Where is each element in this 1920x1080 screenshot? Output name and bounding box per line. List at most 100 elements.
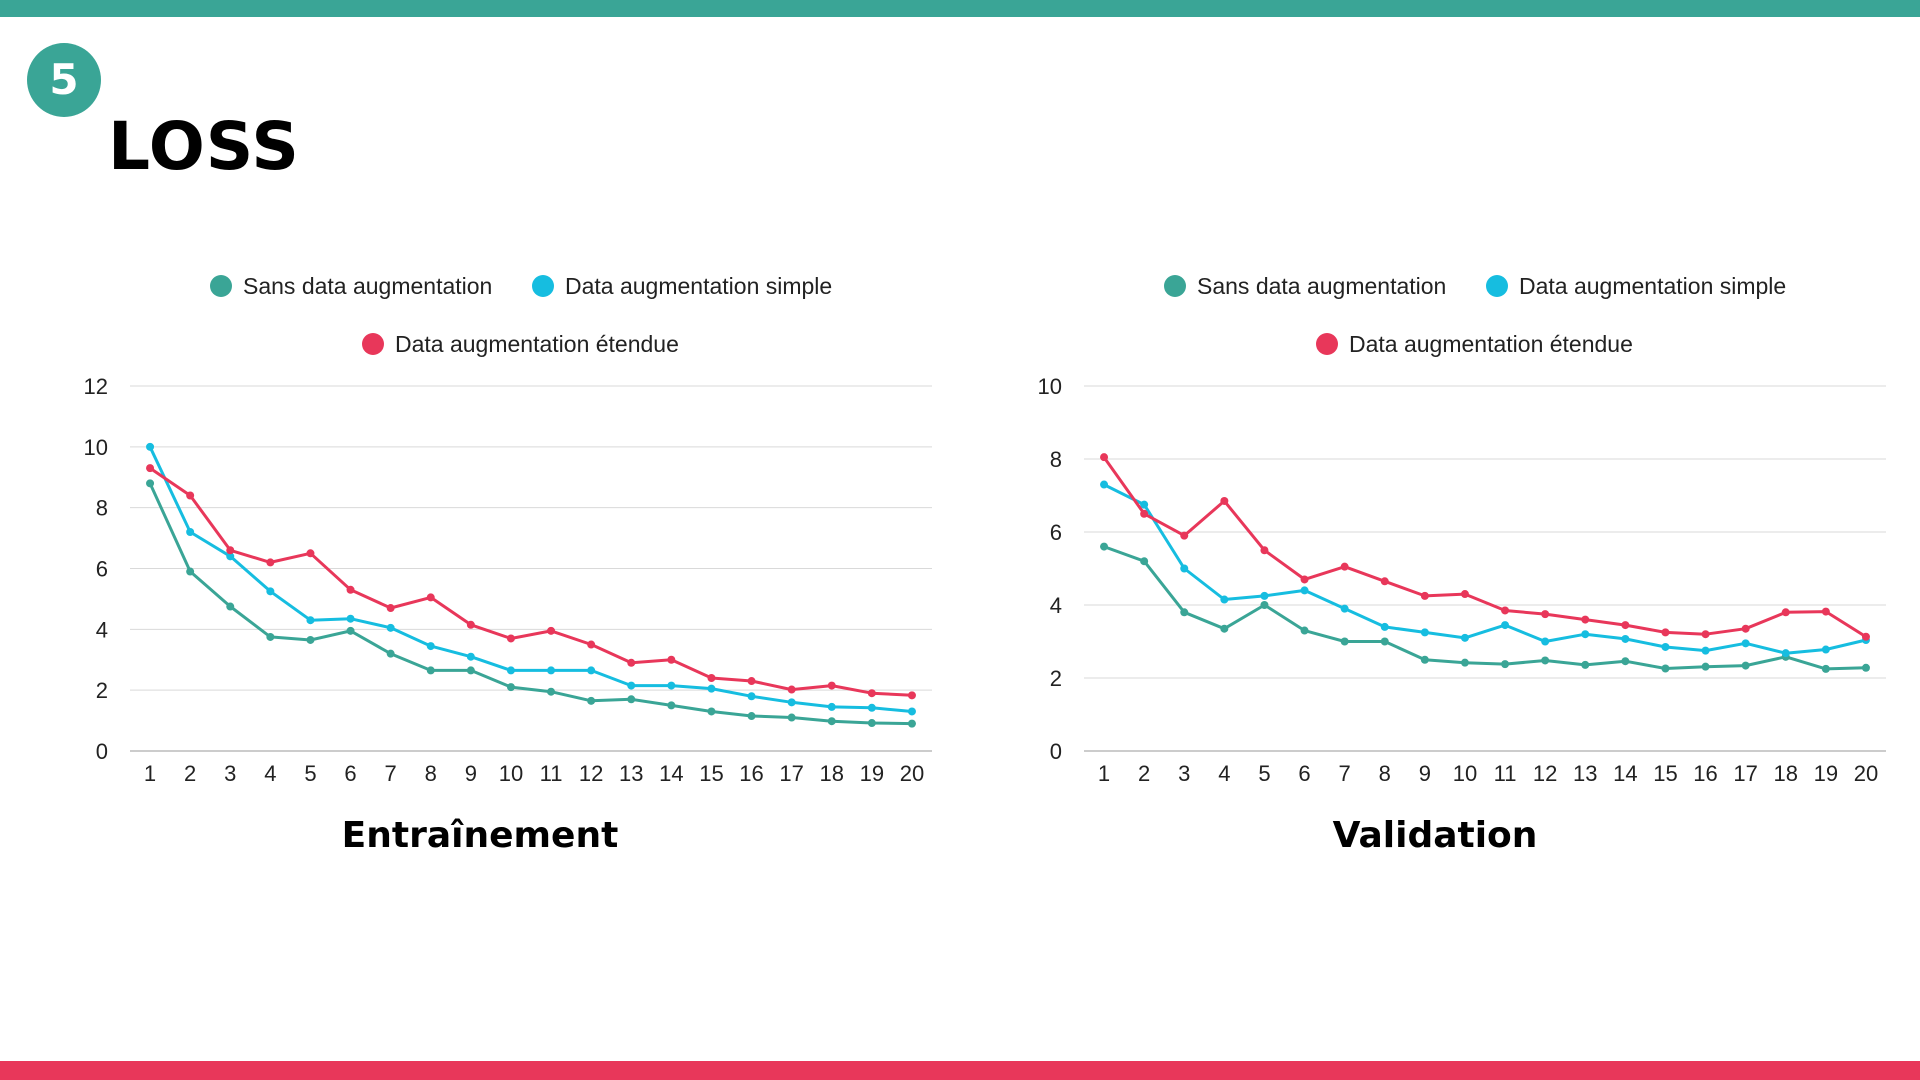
legend-marker [1164, 275, 1186, 297]
data-point [587, 696, 596, 705]
legend-label: Data augmentation étendue [395, 331, 679, 357]
data-point [1260, 546, 1269, 555]
data-point [426, 666, 435, 675]
x-tick-label: 3 [224, 761, 236, 786]
data-point [1581, 630, 1590, 639]
x-tick-label: 4 [264, 761, 276, 786]
data-point [827, 702, 836, 711]
data-point [1581, 615, 1590, 624]
data-point [266, 587, 275, 596]
x-tick-label: 9 [465, 761, 477, 786]
x-tick-label: 2 [1138, 761, 1150, 786]
x-tick-label: 10 [499, 761, 523, 786]
data-point [1140, 509, 1149, 518]
validation-loss-chart-svg: Sans data augmentation Data augmentation … [1038, 273, 1886, 786]
data-point [627, 681, 636, 690]
data-point [466, 620, 475, 629]
data-point [1661, 664, 1670, 673]
data-point [466, 652, 475, 661]
validation-loss-chart: Sans data augmentation Data augmentation … [1014, 250, 1914, 870]
x-tick-label: 5 [304, 761, 316, 786]
data-point [1741, 661, 1750, 670]
legend-marker [362, 333, 384, 355]
series-line [148, 446, 913, 713]
data-point [186, 567, 195, 576]
data-point [747, 677, 756, 686]
data-point [506, 683, 515, 692]
data-point [1260, 591, 1269, 600]
data-point [867, 689, 876, 698]
series-line [1102, 456, 1867, 639]
training-loss-chart-svg: Sans data augmentation Data augmentation … [84, 273, 932, 786]
data-point [1100, 480, 1109, 489]
data-point [1380, 637, 1389, 646]
legend-marker [1486, 275, 1508, 297]
data-point [827, 681, 836, 690]
x-tick-label: 10 [1453, 761, 1477, 786]
x-tick-label: 6 [344, 761, 356, 786]
x-tick-label: 8 [425, 761, 437, 786]
x-tick-label: 7 [385, 761, 397, 786]
data-point [1781, 608, 1790, 617]
data-point [1541, 637, 1550, 646]
data-point [827, 717, 836, 726]
data-point [186, 491, 195, 500]
data-point [226, 546, 235, 555]
x-tick-label: 1 [1098, 761, 1110, 786]
data-point [547, 666, 556, 675]
data-point [1861, 663, 1870, 672]
data-point [1100, 453, 1109, 462]
data-point [907, 719, 916, 728]
data-point [907, 691, 916, 700]
x-tick-label: 15 [1653, 761, 1677, 786]
x-tick-label: 20 [900, 761, 924, 786]
data-point [867, 719, 876, 728]
data-point [1501, 621, 1510, 630]
data-point [547, 626, 556, 635]
x-tick-label: 14 [659, 761, 683, 786]
data-point [1701, 646, 1710, 655]
x-tick-label: 2 [184, 761, 196, 786]
y-tick-label: 4 [1050, 593, 1062, 618]
data-point [1821, 664, 1830, 673]
data-point [1420, 655, 1429, 664]
data-point [1340, 604, 1349, 613]
data-point [867, 703, 876, 712]
data-point [1340, 637, 1349, 646]
training-loss-chart: Sans data augmentation Data augmentation … [60, 250, 960, 870]
y-tick-label: 2 [1050, 666, 1062, 691]
x-tick-label: 15 [699, 761, 723, 786]
y-tick-label: 0 [96, 739, 108, 764]
x-tick-label: 12 [579, 761, 603, 786]
data-point [1821, 645, 1830, 654]
data-point [1460, 633, 1469, 642]
data-point [1621, 634, 1630, 643]
x-tick-label: 17 [779, 761, 803, 786]
top-accent-bar [0, 0, 1920, 17]
data-point [787, 713, 796, 722]
data-point [747, 712, 756, 721]
data-point [1821, 607, 1830, 616]
data-point [346, 614, 355, 623]
data-point [787, 685, 796, 694]
data-point [306, 549, 315, 558]
data-point [1180, 564, 1189, 573]
x-tick-label: 16 [739, 761, 763, 786]
data-point [306, 616, 315, 625]
x-tick-label: 14 [1613, 761, 1637, 786]
data-point [667, 681, 676, 690]
series-line [148, 482, 913, 726]
legend-label: Data augmentation simple [565, 273, 832, 299]
data-point [1460, 590, 1469, 599]
x-tick-label: 19 [860, 761, 884, 786]
data-point [1420, 591, 1429, 600]
data-point [907, 707, 916, 716]
data-point [587, 640, 596, 649]
x-tick-label: 13 [619, 761, 643, 786]
x-tick-label: 13 [1573, 761, 1597, 786]
data-point [226, 552, 235, 561]
data-point [627, 695, 636, 704]
data-point [1541, 610, 1550, 619]
data-point [386, 604, 395, 613]
series-line [1103, 483, 1867, 655]
